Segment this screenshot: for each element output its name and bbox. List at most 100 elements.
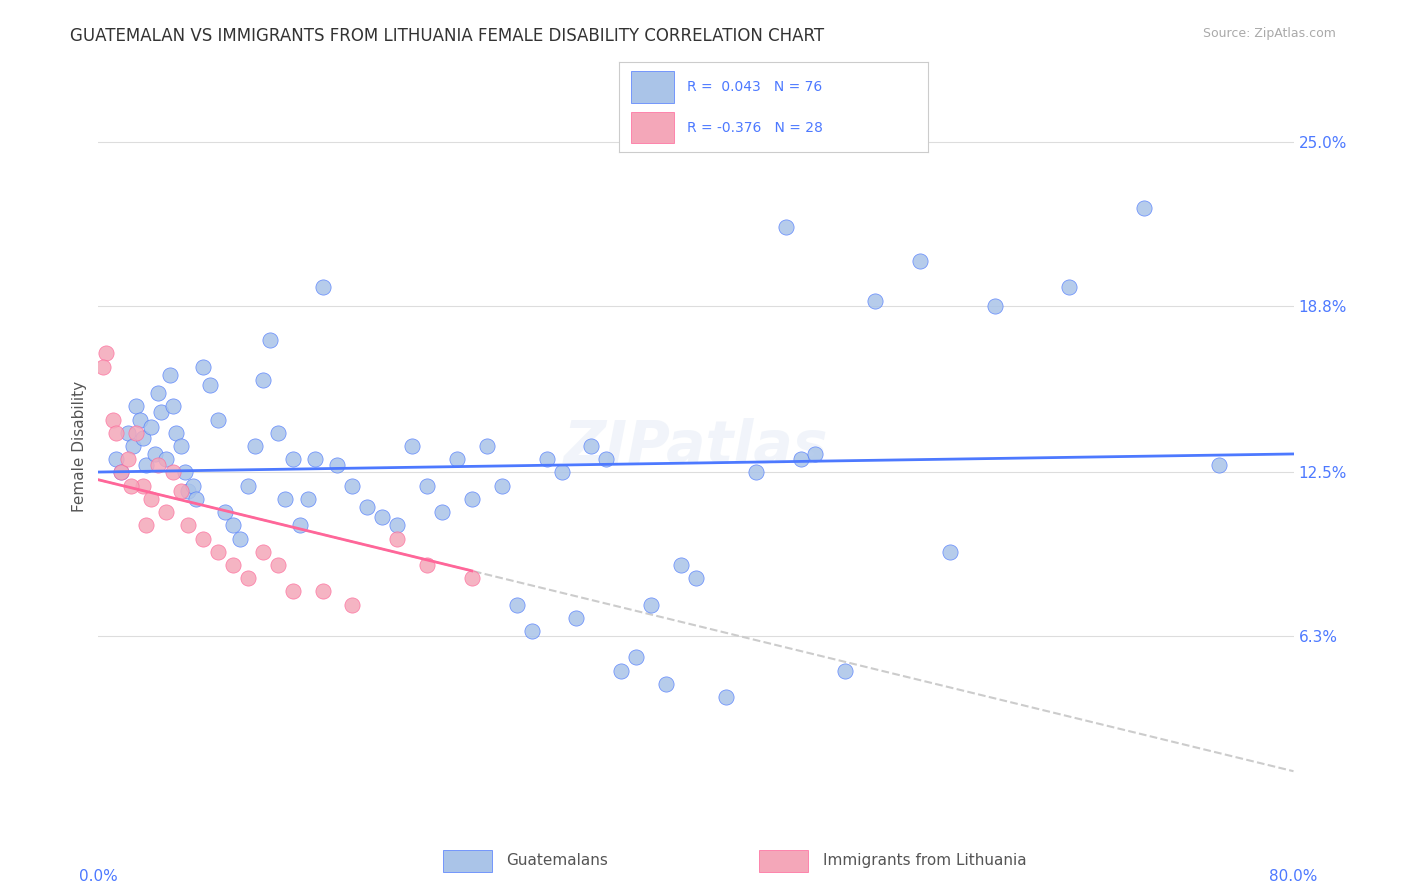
Point xyxy=(640,598,662,612)
Point xyxy=(1208,458,1230,472)
Point xyxy=(775,219,797,234)
Point xyxy=(155,452,177,467)
Point xyxy=(281,584,304,599)
Point xyxy=(103,412,125,426)
Point xyxy=(984,299,1007,313)
Text: R = -0.376   N = 28: R = -0.376 N = 28 xyxy=(686,120,823,135)
Point xyxy=(789,452,811,467)
Point xyxy=(356,500,378,514)
Point xyxy=(120,478,142,492)
Point xyxy=(626,650,648,665)
Point xyxy=(139,491,162,506)
Point xyxy=(281,452,304,467)
Point xyxy=(506,598,529,612)
Point xyxy=(159,368,181,382)
FancyBboxPatch shape xyxy=(631,112,675,143)
Y-axis label: Female Disability: Female Disability xyxy=(72,380,87,512)
Point xyxy=(288,518,311,533)
Point xyxy=(804,447,827,461)
Point xyxy=(135,518,157,533)
Point xyxy=(267,425,290,440)
Point xyxy=(105,452,128,467)
Point xyxy=(222,558,245,572)
Point xyxy=(184,491,207,506)
Point xyxy=(863,293,887,308)
Point xyxy=(342,478,364,492)
Point xyxy=(311,584,333,599)
Point xyxy=(446,452,468,467)
Point xyxy=(110,466,132,480)
Text: ZIPatlas: ZIPatlas xyxy=(564,417,828,475)
Point xyxy=(117,425,139,440)
Point xyxy=(1059,280,1081,294)
Point xyxy=(461,571,484,585)
Point xyxy=(181,478,204,492)
Point xyxy=(191,532,214,546)
Point xyxy=(191,359,214,374)
Point xyxy=(385,518,409,533)
Point xyxy=(148,458,170,472)
Point xyxy=(371,510,394,524)
Point xyxy=(132,478,155,492)
Point xyxy=(416,478,439,492)
Point xyxy=(550,466,572,480)
Point xyxy=(475,439,498,453)
FancyBboxPatch shape xyxy=(759,849,808,872)
Point xyxy=(461,491,484,506)
Point xyxy=(834,664,856,678)
Point xyxy=(685,571,707,585)
Point xyxy=(174,466,197,480)
Point xyxy=(236,571,259,585)
Text: R =  0.043   N = 76: R = 0.043 N = 76 xyxy=(686,80,823,95)
Point xyxy=(143,447,166,461)
Point xyxy=(132,431,155,445)
Point xyxy=(91,359,114,374)
Point xyxy=(401,439,423,453)
Point xyxy=(416,558,439,572)
Point xyxy=(207,412,229,426)
Point xyxy=(1133,201,1156,215)
Point xyxy=(939,545,962,559)
Point xyxy=(267,558,290,572)
Point xyxy=(135,458,157,472)
Text: Immigrants from Lithuania: Immigrants from Lithuania xyxy=(823,854,1026,868)
Point xyxy=(252,545,274,559)
Point xyxy=(222,518,245,533)
Point xyxy=(236,478,259,492)
Point xyxy=(169,439,191,453)
Point xyxy=(326,458,349,472)
Point xyxy=(155,505,177,519)
Point xyxy=(245,439,267,453)
Point xyxy=(536,452,558,467)
Point xyxy=(177,483,200,498)
Point xyxy=(207,545,229,559)
Point xyxy=(491,478,513,492)
Point xyxy=(200,378,222,392)
Point xyxy=(274,491,297,506)
Point xyxy=(139,420,162,434)
Text: 0.0%: 0.0% xyxy=(79,869,118,884)
Point xyxy=(581,439,603,453)
Point xyxy=(520,624,543,638)
Point xyxy=(121,439,143,453)
Point xyxy=(169,483,191,498)
Point xyxy=(714,690,737,704)
Point xyxy=(297,491,319,506)
Point xyxy=(430,505,453,519)
Point xyxy=(129,412,152,426)
Text: Guatemalans: Guatemalans xyxy=(506,854,607,868)
Point xyxy=(165,425,187,440)
Point xyxy=(110,466,132,480)
Point xyxy=(125,425,148,440)
Point xyxy=(162,466,184,480)
Point xyxy=(745,466,768,480)
Point xyxy=(595,452,617,467)
Point xyxy=(162,400,184,414)
Point xyxy=(655,677,678,691)
FancyBboxPatch shape xyxy=(631,71,675,103)
Point xyxy=(565,611,588,625)
FancyBboxPatch shape xyxy=(443,849,492,872)
Point xyxy=(150,404,173,418)
Point xyxy=(610,664,633,678)
Point xyxy=(229,532,252,546)
